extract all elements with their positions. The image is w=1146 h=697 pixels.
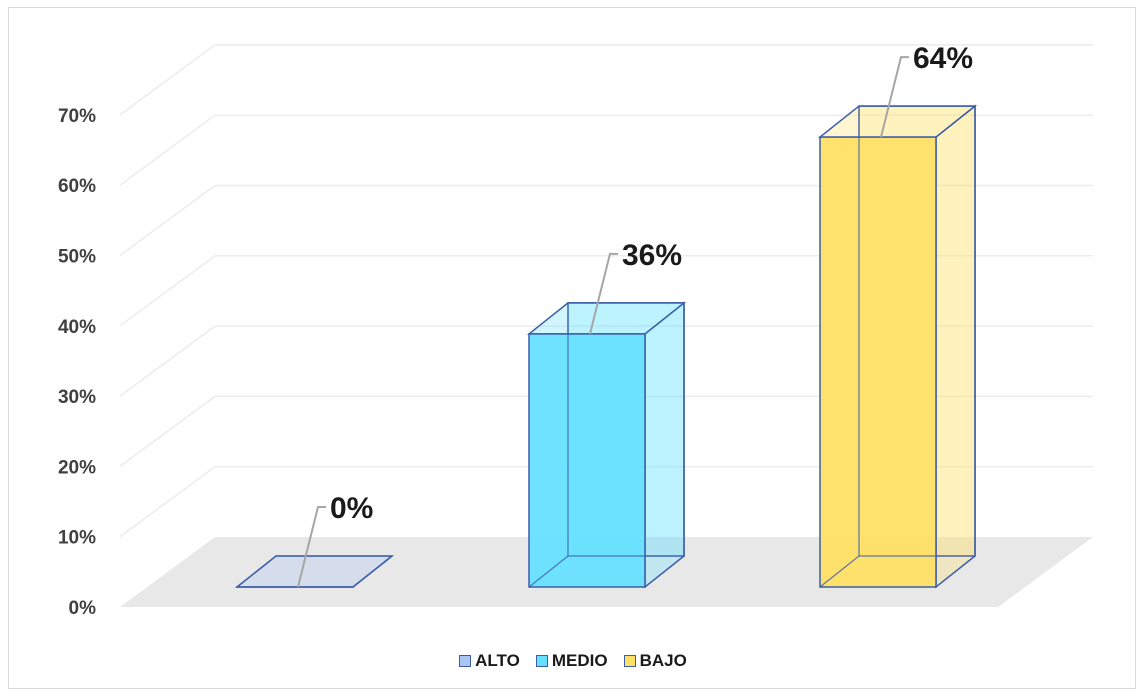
grid-line-side [119, 395, 216, 468]
bar-medio [526, 301, 687, 589]
legend: ALTO MEDIO BAJO [0, 651, 1146, 671]
y-tick-label: 10% [58, 528, 96, 549]
bar-side-face [644, 301, 685, 589]
legend-swatch-bajo [623, 655, 636, 667]
bar-edge [236, 555, 277, 588]
y-tick-label: 30% [58, 387, 96, 408]
bar-edge [819, 555, 860, 588]
legend-label-medio: MEDIO [551, 651, 608, 670]
y-tick-label: 50% [58, 247, 96, 268]
bar-front-face [819, 136, 937, 588]
bar-edge [528, 555, 569, 588]
data-label-medio: 36% [622, 239, 682, 272]
legend-item-alto: ALTO [459, 651, 520, 671]
data-label-bajo: 64% [913, 42, 973, 75]
data-label-leader [297, 506, 326, 588]
grid-line-side [119, 44, 216, 116]
data-labels: 0% 36% 64% [297, 42, 973, 588]
bar-front-face [528, 333, 646, 588]
y-axis-ticks: 0% 10% 20% 30% 40% 50% 60% 70% [58, 106, 96, 619]
grid-line-side [119, 255, 216, 327]
data-label-leader [880, 56, 909, 138]
legend-swatch-alto [459, 655, 472, 667]
y-tick-label: 0% [69, 598, 97, 619]
data-label-leader [589, 252, 618, 335]
y-tick-label: 20% [58, 457, 96, 478]
bar-bajo [817, 104, 978, 589]
data-label-alto: 0% [330, 492, 373, 525]
bars [234, 104, 978, 589]
grid-line-side [119, 184, 216, 257]
y-tick-label: 40% [58, 317, 96, 338]
legend-label-bajo: BAJO [639, 651, 687, 670]
legend-swatch-medio [535, 655, 548, 667]
legend-label-alto: ALTO [475, 651, 520, 670]
legend-item-bajo: BAJO [623, 651, 687, 671]
legend-item-medio: MEDIO [535, 651, 608, 671]
grid-line-side [119, 325, 216, 397]
bar-side-face [935, 104, 976, 589]
bar-alto [234, 555, 395, 588]
y-tick-label: 70% [58, 106, 96, 127]
grid-line-side [119, 466, 216, 538]
grid-layer [119, 44, 1093, 538]
y-tick-label: 60% [58, 176, 96, 197]
grid-line-side [119, 114, 216, 186]
